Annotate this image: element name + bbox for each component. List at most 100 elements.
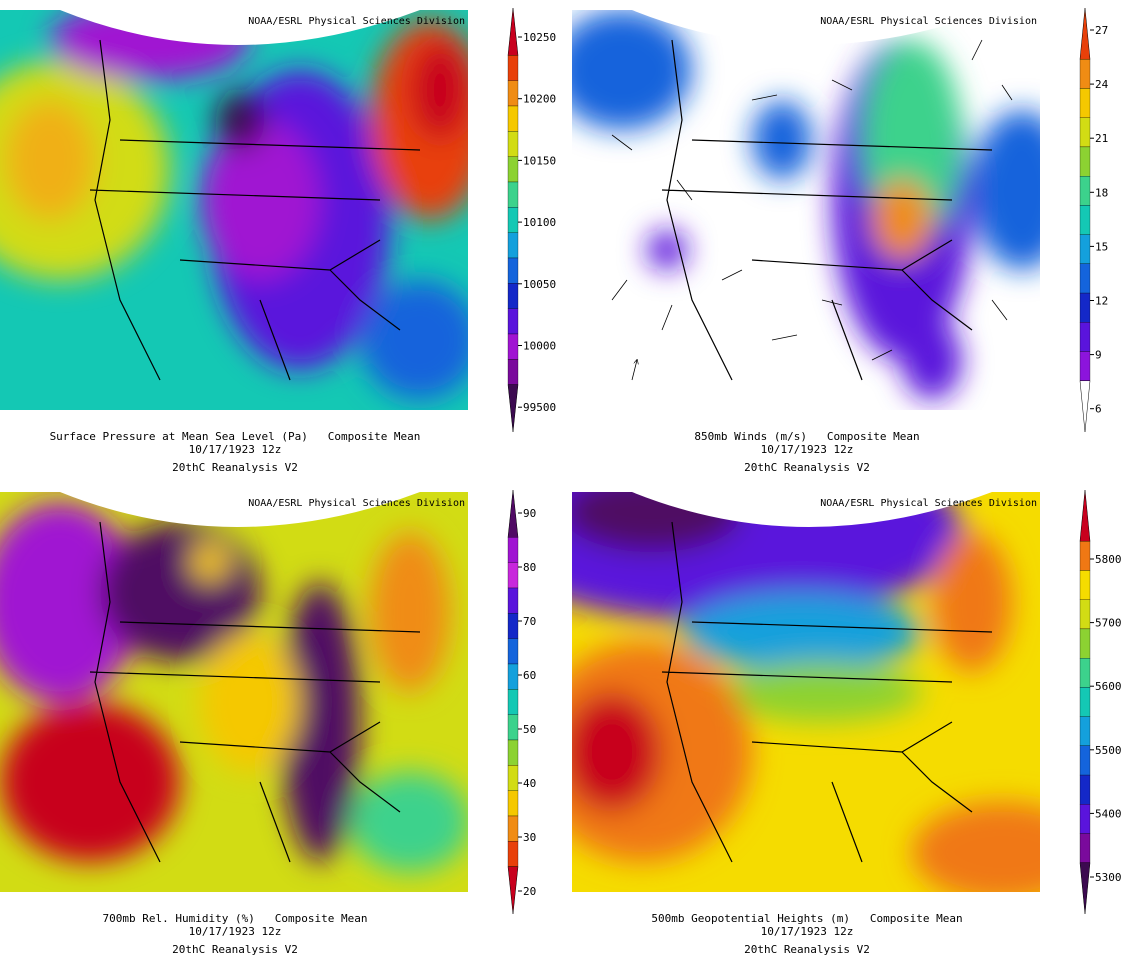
colorbar-label: 5600	[1095, 680, 1122, 693]
colorbar-segment	[1079, 351, 1091, 381]
colorbar-segment	[1079, 146, 1091, 177]
colorbar-label: 10200	[523, 93, 556, 106]
colorbar-label: 30	[523, 831, 536, 844]
colorbar-label: 10150	[523, 154, 556, 167]
colorbar-segment	[507, 333, 519, 360]
colorbar-segment	[1079, 570, 1091, 600]
colorbar-segment	[507, 587, 519, 614]
colorbar-cap	[1079, 862, 1091, 915]
colorbar-segment	[507, 739, 519, 766]
map	[572, 492, 1040, 892]
colorbar-segment	[507, 815, 519, 842]
colorbar-label: 6	[1095, 403, 1102, 416]
colorbar-segment	[507, 55, 519, 81]
colorbar-segment	[507, 308, 519, 335]
map-title: 500mb Geopotential Heights (m) Composite…	[651, 912, 962, 925]
colorbar-label: 27	[1095, 24, 1108, 37]
colorbar-label: 10050	[523, 278, 556, 291]
colorbar-segment	[507, 638, 519, 665]
colorbar-cap	[1079, 7, 1091, 60]
colorbar-segment	[1079, 658, 1091, 688]
colorbar-segment	[1079, 234, 1091, 264]
colorbar-cap	[507, 489, 519, 538]
colorbar-label: 18	[1095, 186, 1108, 199]
colorbar-label: 12	[1095, 295, 1108, 308]
colorbar-label: 5300	[1095, 871, 1122, 884]
colorbar-segment	[507, 257, 519, 284]
colorbar-segment	[1079, 176, 1091, 206]
map	[0, 492, 468, 892]
panel-humidity: NOAA/ESRL Physical Sciences Division 700m…	[0, 489, 536, 956]
panel-heights: NOAA/ESRL Physical Sciences Division 500m…	[572, 489, 1122, 956]
colorbar-segment	[1079, 745, 1091, 776]
panel-pressure: NOAA/ESRL Physical Sciences Division Surf…	[0, 7, 556, 474]
colorbar-segment	[1079, 774, 1091, 805]
colorbar-segment	[507, 765, 519, 791]
colorbar-cap	[507, 384, 519, 433]
colorbar-label: 60	[523, 669, 536, 682]
credit: NOAA/ESRL Physical Sciences Division	[820, 498, 1037, 509]
map-source: 20thC Reanalysis V2	[172, 943, 298, 956]
colorbar-label: 21	[1095, 132, 1108, 145]
map	[572, 10, 1040, 410]
colorbar-segment	[507, 689, 519, 715]
colorbar-cap	[507, 7, 519, 56]
map-date: 10/17/1923 12z	[761, 925, 854, 938]
colorbar-segment	[507, 283, 519, 309]
colorbar-segment	[507, 359, 519, 385]
colorbar-segment	[507, 156, 519, 183]
map-date: 10/17/1923 12z	[761, 443, 854, 456]
colorbar-label: 10250	[523, 31, 556, 44]
map-date: 10/17/1923 12z	[189, 443, 282, 456]
colorbar-segment	[507, 232, 519, 259]
colorbar-label: 5700	[1095, 617, 1122, 630]
map-source: 20thC Reanalysis V2	[744, 943, 870, 956]
colorbar-cap	[507, 866, 519, 915]
colorbar-label: 20	[523, 885, 536, 898]
panel-winds: NOAA/ESRL Physical Sciences Division 850m…	[572, 7, 1109, 474]
credit: NOAA/ESRL Physical Sciences Division	[248, 498, 465, 509]
colorbar-segment	[507, 613, 519, 639]
colorbar-segment	[507, 663, 519, 690]
colorbar-segment	[1079, 804, 1091, 834]
colorbar-segment	[1079, 628, 1091, 659]
colorbar-segment	[507, 790, 519, 817]
colorbar-segment	[507, 181, 519, 208]
colorbar-label: 5400	[1095, 807, 1122, 820]
map-date: 10/17/1923 12z	[189, 925, 282, 938]
colorbar-cap	[1079, 380, 1091, 433]
colorbar-cap	[1079, 489, 1091, 542]
colorbar-label: 5500	[1095, 744, 1122, 757]
colorbar-label: 50	[523, 723, 536, 736]
colorbar-segment	[507, 105, 519, 132]
colorbar-label: 99500	[523, 401, 556, 414]
colorbar-label: 10000	[523, 340, 556, 353]
colorbar-segment	[1079, 322, 1091, 352]
colorbar-segment	[1079, 716, 1091, 746]
colorbar-label: 15	[1095, 240, 1108, 253]
colorbar-segment	[507, 131, 519, 157]
map-title: 700mb Rel. Humidity (%) Composite Mean	[103, 912, 368, 925]
colorbar-label: 80	[523, 561, 536, 574]
colorbar-segment	[507, 841, 519, 867]
colorbar-label: 9	[1095, 349, 1102, 362]
colorbar-segment	[1079, 263, 1091, 294]
colorbar-segment	[1079, 687, 1091, 717]
map-source: 20thC Reanalysis V2	[172, 461, 298, 474]
colorbar-label: 10100	[523, 216, 556, 229]
colorbar-segment	[1079, 205, 1091, 235]
colorbar-label: 5800	[1095, 553, 1122, 566]
colorbar-label: 40	[523, 777, 536, 790]
map-title: Surface Pressure at Mean Sea Level (Pa) …	[50, 430, 421, 443]
colorbar-segment	[1079, 833, 1091, 863]
colorbar-segment	[1079, 541, 1091, 571]
colorbar-segment	[507, 714, 519, 741]
colorbar-segment	[1079, 88, 1091, 118]
colorbar-segment	[1079, 59, 1091, 89]
colorbar-segment	[1079, 599, 1091, 630]
colorbar-segment	[507, 562, 519, 589]
colorbar-segment	[507, 207, 519, 233]
map-source: 20thC Reanalysis V2	[744, 461, 870, 474]
colorbar-label: 24	[1095, 78, 1109, 91]
